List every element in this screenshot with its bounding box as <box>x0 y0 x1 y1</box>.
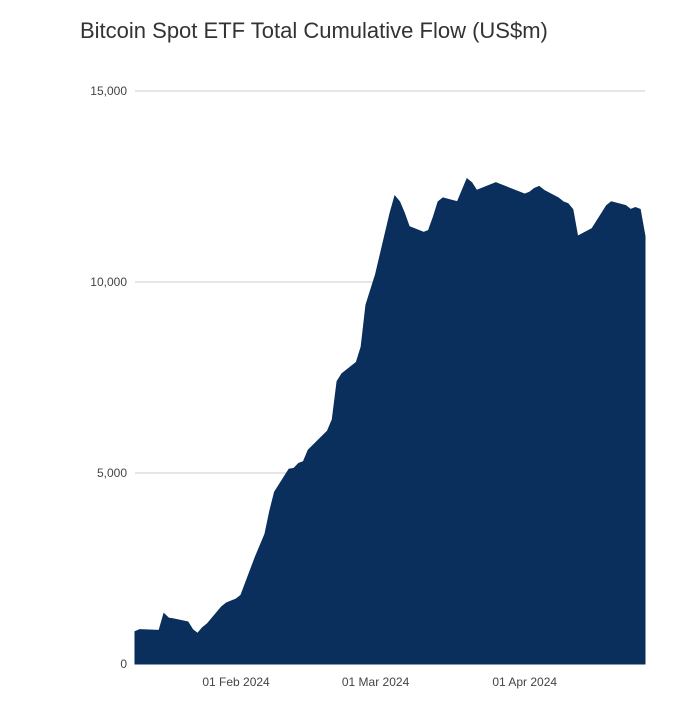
y-tick-label: 15,000 <box>90 84 127 98</box>
chart-title: Bitcoin Spot ETF Total Cumulative Flow (… <box>80 18 548 43</box>
y-axis-ticks: 0 5,000 10,000 15,000 <box>90 84 127 671</box>
x-axis-ticks: 01 Feb 2024 01 Mar 2024 01 Apr 2024 <box>202 675 557 689</box>
y-tick-label: 10,000 <box>90 275 127 289</box>
y-tick-label: 0 <box>120 657 127 671</box>
cumulative-flow-area <box>134 178 646 665</box>
x-tick-label: 01 Mar 2024 <box>342 675 410 689</box>
x-tick-label: 01 Apr 2024 <box>492 675 557 689</box>
area-series <box>134 178 646 665</box>
y-tick-label: 5,000 <box>97 466 127 480</box>
x-tick-label: 01 Feb 2024 <box>202 675 270 689</box>
